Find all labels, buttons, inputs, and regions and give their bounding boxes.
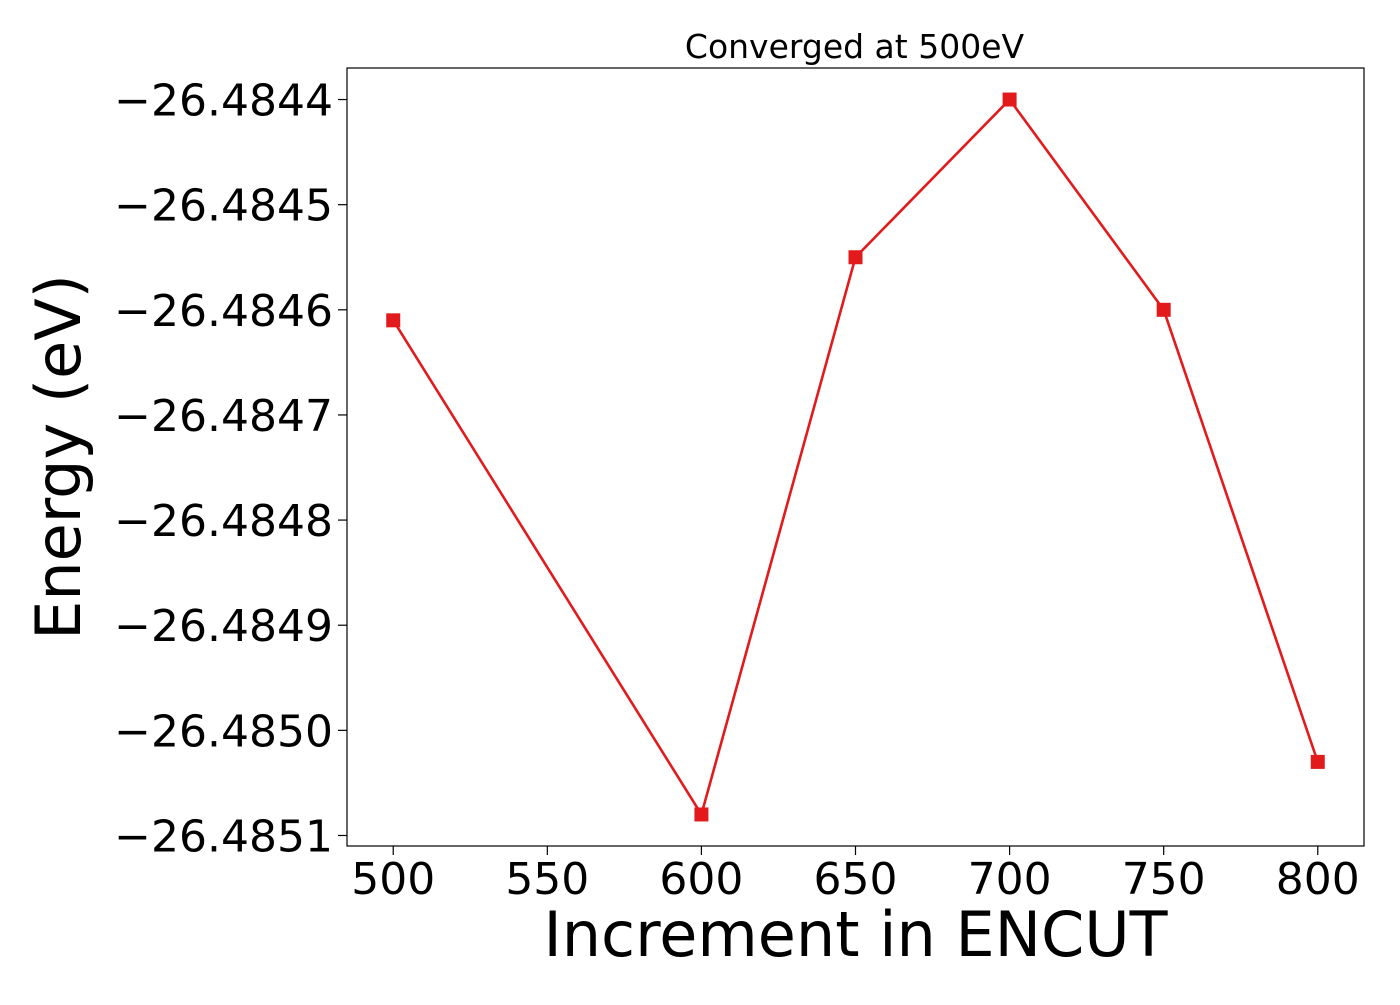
x-axis-label: Increment in ENCUT <box>543 898 1168 971</box>
data-point-marker <box>1002 92 1017 107</box>
y-tick-label: −26.4848 <box>114 496 333 547</box>
y-tick-label: −26.4849 <box>114 601 333 652</box>
chart-title: Converged at 500eV <box>685 27 1025 66</box>
y-tick-label: −26.4844 <box>114 76 333 127</box>
y-tick-label: −26.4851 <box>114 811 333 862</box>
data-point-marker <box>694 807 709 822</box>
y-tick-label: −26.4845 <box>114 181 333 232</box>
x-tick-label: 700 <box>968 854 1052 905</box>
x-tick-label: 750 <box>1122 854 1206 905</box>
x-tick-label: 550 <box>505 854 589 905</box>
x-tick-label: 500 <box>351 854 435 905</box>
y-tick-label: −26.4847 <box>114 391 333 442</box>
series-line <box>392 97 1320 818</box>
data-point-marker <box>1156 302 1171 317</box>
y-axis: −26.4844 −26.4845 −26.4846 −26.4847 −26.4848… <box>114 76 347 862</box>
plot-area-frame <box>346 67 1365 847</box>
data-point-marker <box>386 313 401 328</box>
y-axis-label: Energy (eV) <box>22 274 95 640</box>
y-tick-label: −26.4846 <box>114 286 333 337</box>
x-tick-label: 800 <box>1276 854 1360 905</box>
data-point-marker <box>848 250 863 265</box>
x-tick-label: 650 <box>814 854 898 905</box>
y-tick-label: −26.4850 <box>114 706 333 757</box>
data-point-marker <box>1310 754 1325 769</box>
x-tick-label: 600 <box>659 854 743 905</box>
x-axis: 500 550 600 650 700 750 800 <box>351 846 1360 905</box>
series-layer <box>386 92 1325 822</box>
